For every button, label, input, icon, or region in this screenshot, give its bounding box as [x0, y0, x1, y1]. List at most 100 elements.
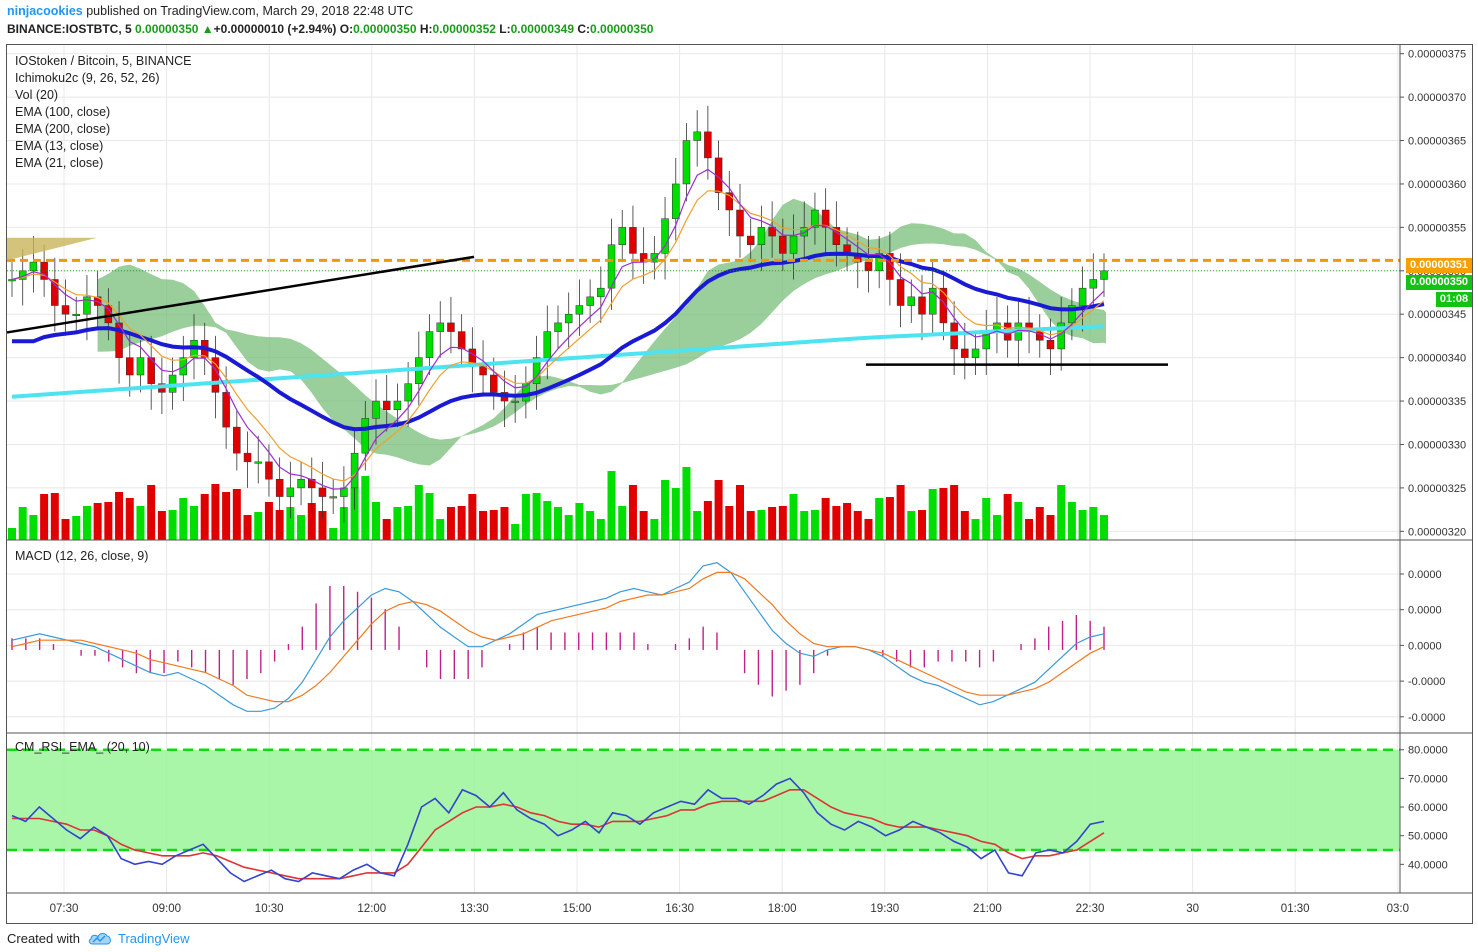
candle-body [971, 348, 980, 358]
volume-bar [425, 493, 434, 540]
candle-body [436, 322, 444, 332]
volume-bar [875, 498, 884, 540]
y-tick-label: 80.0000 [1408, 745, 1448, 757]
volume-bar [971, 519, 980, 540]
author-link[interactable]: ninjacookies [7, 4, 83, 18]
volume-bar [211, 484, 220, 540]
volume-bar [1003, 494, 1012, 540]
volume-bar [586, 511, 595, 540]
annotations [6, 237, 1400, 366]
candle-body [907, 296, 916, 306]
candle-body [618, 227, 626, 245]
ema-lines [11, 168, 1105, 490]
volume-bar [479, 511, 488, 540]
ema100-line [12, 251, 1105, 432]
legend-ema200[interactable]: EMA (200, close) [15, 122, 111, 136]
volume-bar [982, 498, 991, 540]
volume-bar [800, 511, 809, 540]
candle-body [950, 322, 958, 350]
volume-bar [885, 497, 894, 540]
y-tick-label: 0.00000340 [1408, 353, 1466, 365]
volume-bar [832, 506, 841, 540]
candle-body [51, 279, 59, 306]
volume-bar [821, 498, 830, 540]
candle-body [864, 261, 873, 272]
candle-body [672, 183, 680, 219]
candle-body [554, 322, 562, 332]
candle-body [811, 209, 819, 228]
created-with-text: Created with [7, 930, 80, 946]
volume-bar [136, 506, 145, 540]
volume-bar [286, 507, 295, 540]
candle-body [725, 192, 734, 211]
volume-bar [361, 476, 370, 540]
candle-body [126, 357, 134, 376]
legend-ema21[interactable]: EMA (21, close) [15, 156, 104, 170]
volume-bar [489, 510, 498, 540]
legend-volume[interactable]: Vol (20) [15, 88, 59, 102]
volume-bar [243, 515, 252, 540]
candle-body [564, 313, 573, 324]
y-tick-label: 40.0000 [1408, 859, 1448, 871]
volume-bar [254, 512, 263, 540]
candle-body [318, 487, 327, 497]
volume-bar [500, 507, 509, 540]
volume-bar [350, 488, 359, 540]
footer: Created with TradingView [7, 926, 190, 950]
x-tick-label: 15:00 [563, 903, 592, 915]
close-value: 0.00000350 [590, 22, 654, 36]
candle-body [329, 496, 337, 499]
candle-body [629, 227, 637, 254]
volume-bar [746, 511, 755, 540]
volume-bar [61, 519, 70, 540]
volume-bar [264, 502, 273, 540]
volume-bar [414, 485, 423, 540]
y-tick-label: 0.00000355 [1408, 222, 1466, 234]
candle-body [1046, 340, 1055, 350]
volume-bar [104, 502, 113, 540]
volume-bar [650, 519, 659, 540]
rsi-legend[interactable]: CM_RSI_EMA_ (20, 10) [15, 740, 150, 754]
candle-body [275, 478, 284, 497]
candle-body [1068, 305, 1076, 324]
candle-body [736, 209, 744, 237]
volume-bar [992, 515, 1001, 540]
macd-legend[interactable]: MACD (12, 26, close, 9) [15, 549, 149, 563]
volume-bar [147, 485, 156, 540]
current-price-tag: 0.00000350 [1406, 275, 1472, 290]
volume-bar [468, 494, 477, 540]
rsi-band-fill [7, 750, 1400, 851]
volume-bar [446, 507, 455, 540]
volume-bar [29, 515, 38, 540]
tradingview-brand[interactable]: TradingView [88, 931, 190, 946]
candle-body [682, 140, 691, 185]
legend-ema13[interactable]: EMA (13, close) [15, 139, 104, 153]
candle-body [29, 261, 38, 272]
volume-bar [661, 480, 670, 540]
y-tick-label: 0.00000370 [1408, 92, 1466, 104]
volume-bar [382, 519, 391, 540]
candle-body [768, 227, 776, 237]
volume-bar [339, 507, 348, 540]
volume-bar [82, 506, 91, 540]
legend-ichimoku[interactable]: Ichimoku2c (9, 26, 52, 26) [15, 71, 160, 85]
candle-body [650, 253, 659, 263]
high-label: H: [419, 22, 433, 36]
open-value: 0.00000350 [353, 22, 417, 36]
chart-frame[interactable] [6, 44, 1473, 924]
volume-bar [190, 506, 198, 540]
volume-bar [93, 503, 102, 540]
candle-body [265, 461, 273, 480]
rsi-line [11, 777, 1105, 883]
volume-bar [232, 489, 241, 540]
candle-body [746, 235, 755, 245]
candle-body [532, 357, 541, 384]
volume-bar [778, 506, 787, 540]
candle-body [286, 487, 295, 497]
legend-ema100[interactable]: EMA (100, close) [15, 105, 111, 119]
volume-bar [939, 488, 948, 540]
volume-bar [8, 528, 16, 540]
candle-body [8, 279, 16, 282]
candle-body [350, 452, 359, 489]
